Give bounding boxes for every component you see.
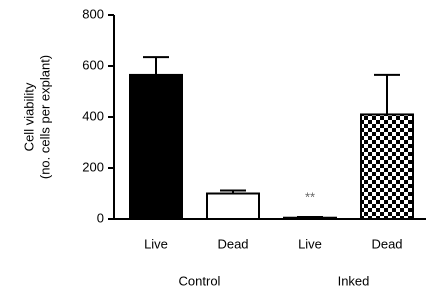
annotation: **: [305, 189, 315, 204]
y-tick-label: 200: [82, 159, 104, 174]
group-label: Control: [179, 273, 221, 288]
y-axis-label: (no. cells per explant): [37, 55, 52, 179]
bar: [283, 216, 337, 221]
x-tick-label: Dead: [371, 236, 402, 251]
x-tick-label: Live: [298, 236, 322, 251]
y-axis-label: Cell viability: [21, 82, 36, 151]
y-tick-label: 400: [82, 108, 104, 123]
x-tick-label: Live: [144, 236, 168, 251]
y-tick-label: 600: [82, 57, 104, 72]
bar: [129, 73, 183, 220]
group-label: Inked: [338, 273, 370, 288]
bar: [360, 113, 414, 220]
x-tick-label: Dead: [217, 236, 248, 251]
y-tick-label: 800: [82, 6, 104, 21]
y-tick-label: 0: [97, 210, 104, 225]
bar: [206, 192, 260, 220]
